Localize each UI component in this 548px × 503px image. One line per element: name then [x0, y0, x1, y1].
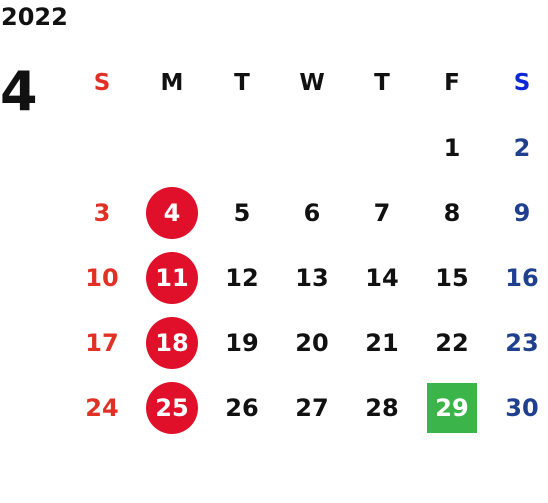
- day-cell[interactable]: 16: [505, 263, 539, 292]
- day-cell-holiday[interactable]: 11: [137, 245, 207, 310]
- weekday-sunday: S: [93, 69, 111, 96]
- week-row: 17 18 19 20 21 22 23: [67, 310, 548, 375]
- weekday-monday: M: [160, 69, 184, 96]
- week-row: 10 11 12 13 14 15 16: [67, 245, 548, 310]
- day-cell-holiday[interactable]: 4: [137, 180, 207, 245]
- day-cell-marked[interactable]: 29: [417, 375, 487, 440]
- day-cell[interactable]: 15: [435, 263, 469, 292]
- day-cell[interactable]: 28: [365, 393, 399, 422]
- day-cell[interactable]: 8: [443, 198, 461, 227]
- day-cell: [277, 115, 347, 180]
- day-cell[interactable]: 26: [225, 393, 259, 422]
- weekday-thursday: T: [374, 69, 390, 96]
- day-cell[interactable]: 2: [513, 133, 531, 162]
- day-cell-holiday[interactable]: 18: [137, 310, 207, 375]
- day-cell[interactable]: 24: [85, 393, 119, 422]
- day-cell[interactable]: 21: [365, 328, 399, 357]
- day-cell[interactable]: 23: [505, 328, 539, 357]
- day-cell[interactable]: 6: [303, 198, 321, 227]
- week-row: 3 4 5 6 7 8 9: [67, 180, 548, 245]
- weekday-wednesday: W: [299, 69, 325, 96]
- month-label: 4: [0, 60, 38, 123]
- day-cell[interactable]: 5: [233, 198, 251, 227]
- day-cell: [207, 115, 277, 180]
- weekday-header-row: S M T W T F S: [67, 50, 548, 115]
- day-cell-holiday[interactable]: 25: [137, 375, 207, 440]
- day-cell[interactable]: 10: [85, 263, 119, 292]
- day-cell[interactable]: 3: [93, 198, 111, 227]
- day-cell: [347, 115, 417, 180]
- day-cell[interactable]: 12: [225, 263, 259, 292]
- weekday-saturday: S: [513, 69, 531, 96]
- day-cell[interactable]: 19: [225, 328, 259, 357]
- day-cell[interactable]: 14: [365, 263, 399, 292]
- weekday-friday: F: [444, 69, 460, 96]
- day-cell[interactable]: 7: [373, 198, 391, 227]
- day-cell[interactable]: 1: [443, 133, 461, 162]
- calendar-grid: S M T W T F S 1 2 3 4 5 6 7 8 9 10 11 12…: [67, 50, 548, 440]
- week-row: 24 25 26 27 28 29 30: [67, 375, 548, 440]
- weekday-tuesday: T: [234, 69, 250, 96]
- day-cell[interactable]: 30: [505, 393, 539, 422]
- week-row: 1 2: [67, 115, 548, 180]
- day-cell[interactable]: 9: [513, 198, 531, 227]
- day-cell[interactable]: 17: [85, 328, 119, 357]
- day-cell[interactable]: 20: [295, 328, 329, 357]
- day-cell[interactable]: 13: [295, 263, 329, 292]
- day-cell[interactable]: 22: [435, 328, 469, 357]
- day-cell[interactable]: 27: [295, 393, 329, 422]
- day-cell: [137, 115, 207, 180]
- day-cell: [67, 115, 137, 180]
- year-label: 2022: [1, 3, 68, 31]
